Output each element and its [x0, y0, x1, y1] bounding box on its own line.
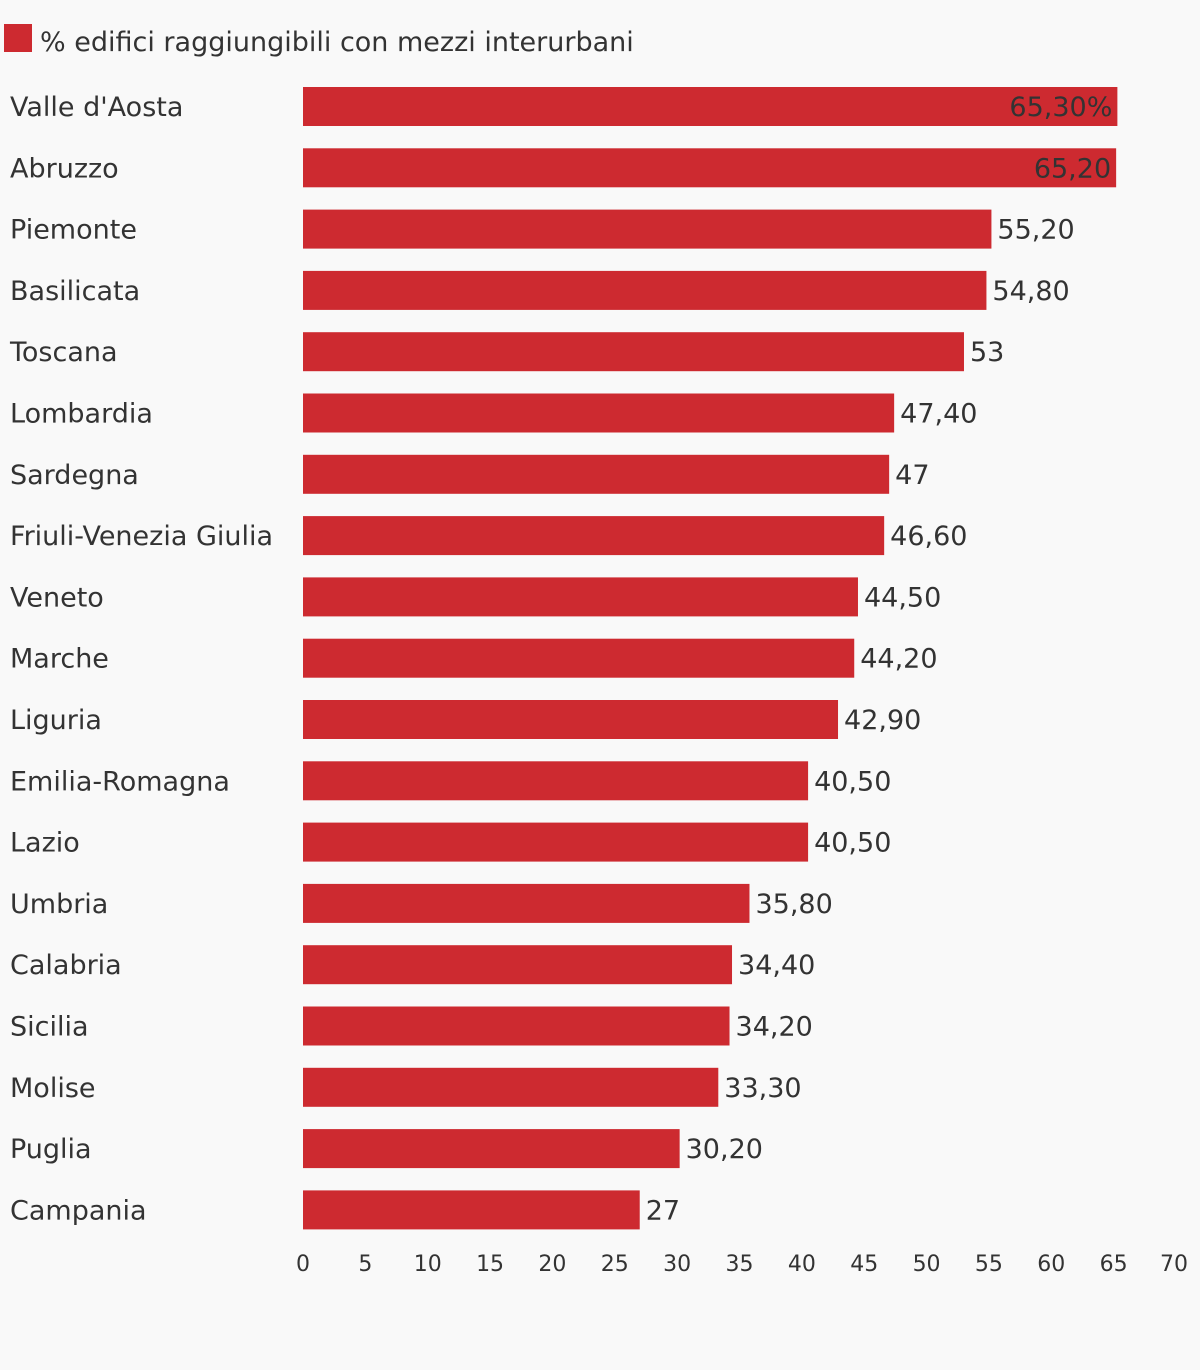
- bar: [303, 454, 890, 494]
- value-label: 34,20: [736, 1012, 813, 1043]
- category-label: Calabria: [10, 950, 122, 981]
- bar: [303, 945, 733, 985]
- x-tick-label: 55: [975, 1252, 1003, 1277]
- legend: % edifici raggiungibili con mezzi interu…: [4, 24, 634, 58]
- bar: [303, 1190, 640, 1230]
- x-tick-label: 25: [601, 1252, 629, 1277]
- category-label: Campania: [10, 1195, 147, 1226]
- value-label: 53: [970, 337, 1004, 368]
- bar: [303, 332, 964, 372]
- category-label: Emilia-Romagna: [10, 766, 230, 797]
- bar: [303, 822, 809, 862]
- legend-label: % edifici raggiungibili con mezzi interu…: [40, 27, 634, 58]
- category-label: Veneto: [10, 582, 104, 613]
- value-label: 44,50: [864, 582, 941, 613]
- x-tick-label: 70: [1160, 1252, 1188, 1277]
- value-label: 47: [895, 460, 929, 491]
- x-tick-label: 35: [726, 1252, 754, 1277]
- x-tick-label: 0: [296, 1252, 310, 1277]
- bar: [303, 270, 987, 310]
- category-label: Umbria: [10, 889, 108, 920]
- category-label: Friuli-Venezia Giulia: [10, 521, 273, 552]
- value-label: 55,20: [997, 215, 1074, 246]
- x-tick-label: 60: [1037, 1252, 1065, 1277]
- bar: [303, 700, 839, 739]
- bars: [303, 87, 1118, 1230]
- category-label: Molise: [10, 1073, 96, 1104]
- category-label: Valle d'Aosta: [10, 92, 183, 123]
- value-label: 54,80: [992, 276, 1069, 307]
- value-label: 42,90: [844, 705, 921, 736]
- value-label: 65,20: [1034, 153, 1111, 184]
- value-label: 44,20: [860, 644, 937, 675]
- category-label: Lazio: [10, 828, 80, 859]
- value-label: 47,40: [900, 399, 977, 430]
- x-tick-label: 45: [850, 1252, 878, 1277]
- value-label: 33,30: [724, 1073, 801, 1104]
- category-label: Marche: [10, 644, 109, 675]
- x-tick-label: 40: [788, 1252, 816, 1277]
- bar: [303, 1129, 680, 1169]
- bar: [303, 883, 750, 923]
- x-axis: 0 5 10 15 20 25 30 35 40 45 50 55 60 65 70: [296, 1252, 1188, 1277]
- category-label: Sardegna: [10, 460, 139, 491]
- value-label: 65,30%: [1009, 92, 1112, 123]
- x-tick-label: 50: [913, 1252, 941, 1277]
- bar: [303, 1006, 730, 1046]
- bar: [303, 209, 992, 249]
- value-label: 40,50: [814, 828, 891, 859]
- value-label: 30,20: [686, 1134, 763, 1165]
- x-tick-label: 20: [538, 1252, 566, 1277]
- category-label: Abruzzo: [10, 153, 119, 184]
- bar: [303, 516, 885, 556]
- bar: [303, 638, 855, 678]
- value-label: 35,80: [755, 889, 832, 920]
- category-label: Basilicata: [10, 276, 140, 307]
- category-label: Sicilia: [10, 1012, 89, 1043]
- legend-swatch: [4, 24, 32, 52]
- category-label: Liguria: [10, 705, 102, 736]
- x-tick-label: 30: [663, 1252, 691, 1277]
- x-tick-label: 15: [476, 1252, 504, 1277]
- value-label: 46,60: [890, 521, 967, 552]
- category-label: Piemonte: [10, 215, 137, 246]
- category-labels: Valle d'Aosta Abruzzo Piemonte Basilicata To…: [9, 92, 273, 1226]
- x-tick-label: 65: [1100, 1252, 1128, 1277]
- category-label: Toscana: [9, 337, 118, 368]
- value-label: 27: [646, 1195, 680, 1226]
- bar: [303, 577, 858, 617]
- value-label: 34,40: [738, 950, 815, 981]
- value-label: 40,50: [814, 766, 891, 797]
- x-tick-label: 10: [414, 1252, 442, 1277]
- bar: [303, 87, 1118, 126]
- bar: [303, 148, 1117, 188]
- x-tick-label: 5: [358, 1252, 372, 1277]
- category-label: Lombardia: [10, 399, 153, 430]
- bar: [303, 1067, 719, 1107]
- category-label: Puglia: [10, 1134, 92, 1165]
- value-labels: 65,30% 65,20 55,20 54,80 53 47,40 47 46,60 44,50…: [646, 92, 1113, 1226]
- bar: [303, 761, 809, 801]
- bar: [303, 393, 895, 433]
